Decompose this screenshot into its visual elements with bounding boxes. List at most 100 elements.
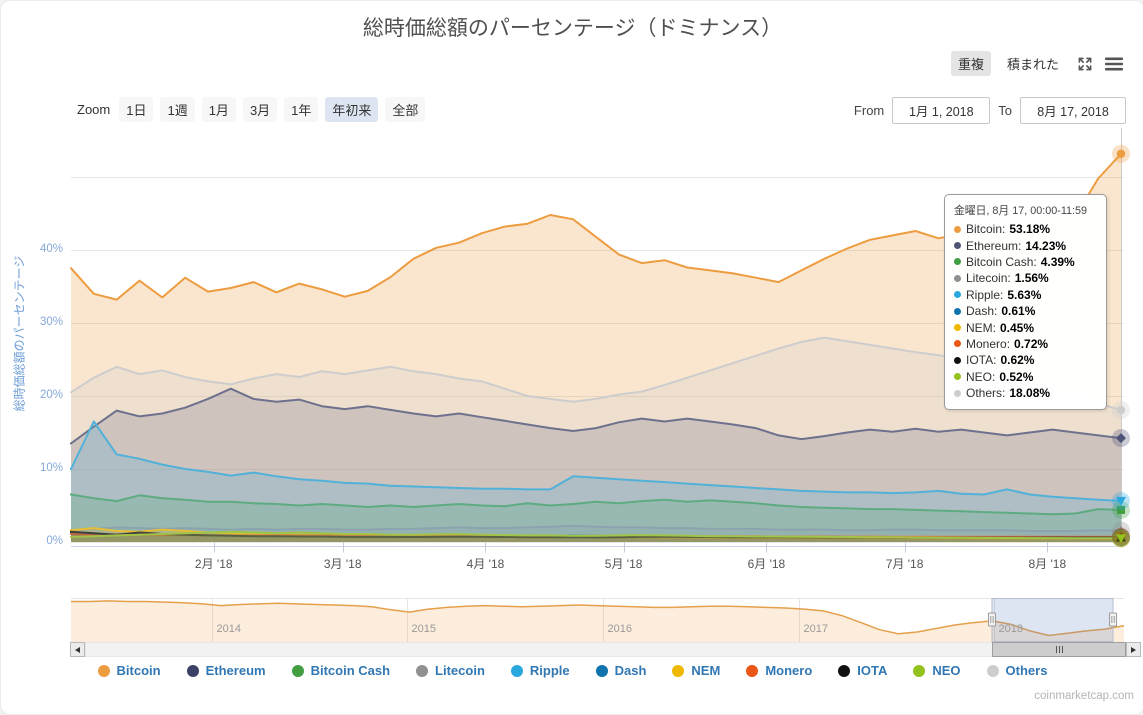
navigator-year-label: 2014 — [216, 623, 241, 635]
zoom-label: Zoom — [77, 102, 111, 117]
series-area-ripple[interactable] — [71, 421, 1121, 543]
tooltip-row: Dash: 0.61% — [954, 303, 1097, 319]
scrollbar-thumb[interactable] — [992, 642, 1126, 657]
series-line-ethereum[interactable] — [70, 387, 1122, 445]
mode-toggle: 重複 積まれた — [950, 51, 1124, 76]
legend-dot — [672, 664, 685, 677]
expand-icon[interactable] — [1075, 54, 1095, 74]
tooltip-series-dot — [954, 307, 961, 315]
marker-litecoin[interactable] — [1116, 525, 1126, 535]
series-area-iota[interactable] — [71, 531, 1121, 542]
from-label: From — [853, 103, 885, 118]
zoom-button-1日[interactable]: 1日 — [119, 97, 154, 122]
legend-dot — [913, 664, 926, 677]
zoom-button-1年[interactable]: 1年 — [284, 97, 319, 122]
scrollbar-left-arrow-icon[interactable] — [70, 642, 85, 657]
tooltip-series-dot — [954, 274, 961, 282]
zoom-button-3月[interactable]: 3月 — [242, 97, 278, 122]
tooltip-series-dot — [954, 258, 961, 266]
marker-ethereum[interactable] — [1116, 433, 1126, 444]
navigator-left-handle[interactable] — [987, 612, 996, 627]
tooltip-row: Ethereum: 14.23% — [954, 237, 1097, 253]
legend-dot — [416, 664, 429, 677]
y-axis-label: 20% — [39, 388, 63, 401]
legend-item-monero[interactable]: Monero — [746, 663, 812, 678]
series-area-ethereum[interactable] — [71, 388, 1121, 542]
tooltip-row: NEO: 0.52% — [954, 369, 1097, 385]
marker-neo[interactable] — [1116, 534, 1126, 544]
x-axis-label: 4月 '18 — [466, 557, 505, 571]
navigator-selected-range[interactable] — [991, 598, 1114, 642]
scrollbar-right-arrow-icon[interactable] — [1126, 642, 1141, 657]
tooltip-row: Others: 18.08% — [954, 385, 1097, 401]
legend-dot — [510, 664, 523, 677]
x-axis-label: 2月 '18 — [194, 557, 233, 571]
legend-dot — [97, 664, 110, 677]
legend-item-dash[interactable]: Dash — [595, 663, 647, 678]
series-line-ripple[interactable] — [70, 420, 1122, 502]
legend-item-others[interactable]: Others — [986, 663, 1047, 678]
y-axis-label: 30% — [39, 315, 63, 328]
navigator-year-label: 2016 — [607, 623, 632, 635]
y-axis-label: 10% — [39, 461, 63, 474]
series-line-litecoin[interactable] — [70, 524, 1122, 532]
tooltip-row: Bitcoin Cash: 4.39% — [954, 254, 1097, 270]
legend-item-neo[interactable]: NEO — [913, 663, 961, 678]
zoom-buttons: 1日 1週 1月 3月 1年 年初来 全部 — [119, 97, 426, 122]
legend-dot — [595, 664, 608, 677]
legend-item-ripple[interactable]: Ripple — [510, 663, 570, 678]
x-axis-label: 7月 '18 — [885, 557, 924, 571]
tooltip-series-dot — [954, 356, 961, 364]
legend-dot — [746, 664, 759, 677]
scrollbar-track[interactable] — [85, 642, 1126, 657]
mode-stacked-button[interactable]: 積まれた — [1006, 57, 1059, 72]
legend-item-bitcoin[interactable]: Bitcoin — [97, 663, 161, 678]
marker-ripple[interactable] — [1116, 496, 1126, 506]
zoom-button-年初来[interactable]: 年初来 — [325, 97, 379, 122]
y-axis-label: 40% — [39, 242, 63, 255]
legend-label: NEM — [691, 663, 721, 678]
tooltip-series-dot — [954, 373, 961, 381]
series-line-bitcoin-cash[interactable] — [70, 493, 1122, 516]
navigator-line — [71, 600, 1125, 637]
series-area-others[interactable] — [71, 337, 1121, 542]
tooltip-series-dot — [954, 340, 961, 348]
navigator-area — [71, 600, 1124, 642]
legend-label: Dash — [614, 663, 647, 678]
zoom-button-全部[interactable]: 全部 — [385, 97, 426, 122]
marker-bitcoin[interactable] — [1116, 149, 1126, 158]
tooltip-header: 金曜日, 8月 17, 00:00-11:59 — [954, 205, 1088, 217]
series-line-neo[interactable] — [70, 530, 1122, 540]
legend-label: Ripple — [529, 663, 570, 678]
tooltip-series-dot — [954, 242, 961, 250]
zoom-button-1月[interactable]: 1月 — [201, 97, 236, 122]
tooltip-row: Bitcoin: 53.18% — [954, 221, 1097, 237]
legend-item-nem[interactable]: NEM — [672, 663, 720, 678]
zoom-range-selector: Zoom 1日 1週 1月 3月 1年 年初来 全部 — [77, 97, 426, 122]
from-date-input[interactable] — [892, 97, 991, 124]
legend-item-bitcoin-cash[interactable]: Bitcoin Cash — [291, 663, 391, 678]
series-area-bitcoin[interactable] — [71, 153, 1121, 543]
legend-item-ethereum[interactable]: Ethereum — [186, 663, 266, 678]
tooltip-series-dot — [954, 389, 961, 397]
legend-dot — [838, 664, 851, 677]
navigator-right-handle[interactable] — [1109, 612, 1118, 627]
to-label: To — [998, 103, 1012, 118]
legend-item-litecoin[interactable]: Litecoin — [416, 663, 485, 678]
tooltip: 金曜日, 8月 17, 00:00-11:59 Bitcoin: 53.18% Et… — [944, 194, 1107, 411]
legend-item-iota[interactable]: IOTA — [838, 663, 887, 678]
mode-overlap-button[interactable]: 重複 — [950, 51, 991, 76]
zoom-button-1週[interactable]: 1週 — [160, 97, 195, 122]
tooltip-series-dot — [954, 225, 961, 233]
context-menu-icon[interactable] — [1104, 54, 1124, 74]
legend-label: Bitcoin Cash — [310, 663, 391, 678]
tooltip-row: IOTA: 0.62% — [954, 352, 1097, 368]
marker-bitcoin-cash[interactable] — [1117, 505, 1125, 514]
tooltip-row: Monero: 0.72% — [954, 336, 1097, 352]
to-date-input[interactable] — [1020, 97, 1126, 124]
marker-others[interactable] — [1116, 405, 1126, 415]
date-range: From To — [854, 97, 1126, 124]
x-axis-label: 8月 '18 — [1028, 557, 1067, 571]
x-axis-label: 6月 '18 — [747, 557, 786, 571]
